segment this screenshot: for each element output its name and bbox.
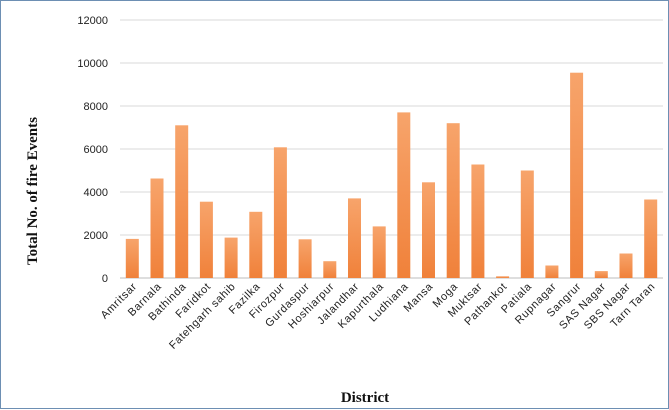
y-tick-label: 4000 bbox=[84, 187, 108, 199]
bar-faridkot bbox=[199, 201, 213, 278]
bar-ludhiana bbox=[397, 112, 411, 279]
bar-gurdaspur bbox=[298, 239, 312, 278]
bar-pathankot bbox=[496, 276, 510, 278]
y-tick-label: 6000 bbox=[84, 144, 108, 156]
bar-bathinda bbox=[175, 125, 189, 278]
bar-amritsar bbox=[125, 238, 139, 278]
bar-patiala bbox=[520, 170, 534, 278]
y-axis-title: Total No. of fire Events bbox=[25, 117, 41, 265]
bar-fatehgarh-sahib bbox=[224, 237, 238, 278]
y-tick-label: 2000 bbox=[84, 230, 108, 242]
bar-muktsar bbox=[471, 164, 485, 278]
y-tick-label: 10000 bbox=[77, 58, 108, 70]
bar-fazilka bbox=[249, 211, 263, 278]
bar-hoshiarpur bbox=[323, 261, 337, 278]
bar-firozpur bbox=[273, 147, 287, 278]
bars bbox=[125, 72, 658, 279]
bar-barnala bbox=[150, 178, 164, 278]
y-tick-label: 8000 bbox=[84, 101, 108, 113]
bar-jalandhar bbox=[348, 198, 361, 278]
bar-kapurthala bbox=[372, 226, 386, 278]
bar-rupnagar bbox=[545, 265, 559, 278]
bar-moga bbox=[446, 123, 460, 278]
bar-sangrur bbox=[570, 72, 584, 278]
x-axis-title: District bbox=[341, 390, 389, 406]
y-tick-labels: 0 2000 4000 6000 8000 10000 12000 bbox=[77, 15, 108, 285]
y-tick-label: 12000 bbox=[77, 15, 108, 27]
bar-sbs-nagar bbox=[619, 253, 633, 278]
bar-mansa bbox=[422, 182, 435, 278]
x-tick-labels: AmritsarBarnalaBathindaFaridkotFatehgarh… bbox=[99, 280, 658, 351]
bar-sas-nagar bbox=[594, 271, 608, 278]
y-tick-label: 0 bbox=[102, 273, 108, 285]
bar-tarn-taran bbox=[644, 199, 658, 278]
